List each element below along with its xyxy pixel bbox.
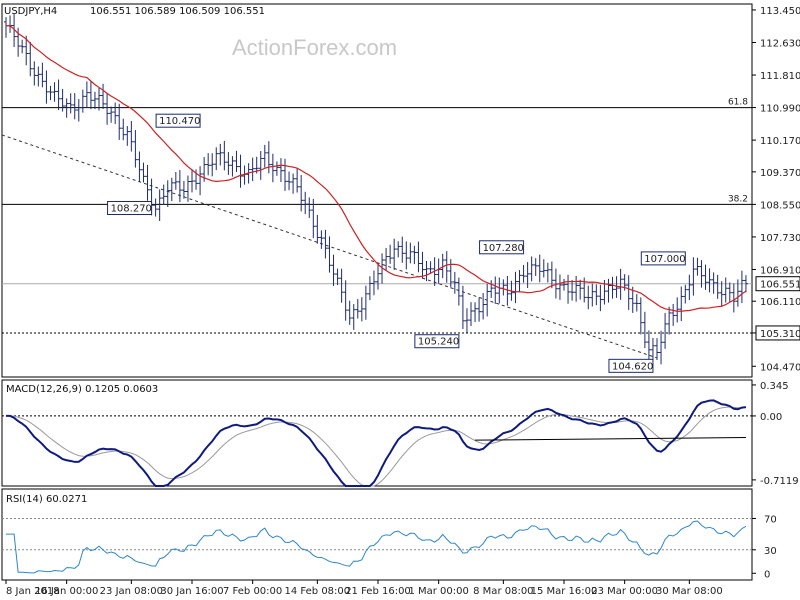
time-tick-label: 1 Mar 00:00 [408,586,468,597]
price-tick-label: 108.550 [760,200,800,211]
annotation-text-107.000: 107.000 [644,254,685,265]
rsi-title: RSI(14) 60.0271 [6,494,87,505]
macd-line [5,399,747,487]
falling-trendline [1,134,658,359]
time-tick-label: 23 Mar 00:00 [591,586,658,597]
rsi-tick-label: 70 [764,514,777,525]
price-tick-label: 111.810 [760,71,800,82]
annotation-text-110.470: 110.470 [159,116,200,127]
rsi-line [6,520,747,574]
candles-group [4,13,748,365]
current-price-box [755,276,800,292]
annotation-box-107.000 [640,251,686,266]
macd-support-line [475,436,746,441]
price-tick-label: 104.470 [760,362,800,373]
panel-frame-2 [1,379,753,487]
watermark-text: ActionForex.com [232,35,397,60]
annotation-text-107.280: 107.280 [483,243,524,254]
rsi-tick-label: 0 [764,569,770,580]
price-tick-label: 106.910 [760,265,800,276]
price-tick-label: 107.730 [760,233,800,244]
macd-tick-label: 0.00 [760,412,782,423]
annotation-text-105.240: 105.240 [418,337,459,348]
panel-frame-3 [1,488,753,581]
rsi-tick-label: 30 [764,546,777,557]
price-tick-label: 112.630 [760,38,800,49]
support-price-box [755,325,800,341]
panel-frame-1 [1,3,753,378]
time-tick-label: 16 Jan 00:00 [35,586,98,597]
macd-tick-label: 0.345 [760,381,789,392]
fib-label-61.8: 61.8 [728,98,748,108]
macd-tick-label: -0.7119 [760,476,799,487]
header-ohlc: 106.551 106.589 106.509 106.551 [90,6,265,17]
price-tick-label: 110.990 [760,104,800,115]
annotation-box-107.280 [479,240,525,255]
annotation-box-104.620 [608,358,654,373]
time-tick-label: 8 Mar 08:00 [473,586,533,597]
current-price-label: 106.551 [760,280,800,291]
fib-label-38.2: 38.2 [728,194,748,204]
moving-average-line [5,25,747,312]
time-tick-label: 8 Jan 2018 [6,586,60,597]
time-tick-label: 30 Jan 16:00 [160,586,223,597]
time-tick-label: 30 Mar 08:00 [656,586,723,597]
price-tick-label: 109.370 [760,168,800,179]
annotation-text-108.270: 108.270 [111,203,152,214]
header-instrument: USDJPY,H4 [4,6,57,17]
annotation-text-104.620: 104.620 [612,361,653,372]
time-tick-label: 23 Jan 08:00 [100,586,163,597]
price-tick-label: 106.110 [760,297,800,308]
chart-drawing-layer: 61.8 38.2 113.450 112.630 111.810 110.990 110.… [1,3,800,597]
annotation-box-105.240 [414,334,460,349]
support-price-label: 105.310 [760,329,800,340]
annotation-box-110.470 [155,113,201,128]
annotation-box-108.270 [107,200,153,215]
price-tick-label: 113.450 [760,6,800,17]
time-tick-label: 15 Mar 16:00 [531,586,598,597]
macd-signal-line [5,406,746,487]
macd-title: MACD(12,26,9) 0.1205 0.0603 [6,384,158,395]
time-tick-label: 21 Feb 16:00 [345,586,411,597]
time-tick-label: 14 Feb 08:00 [285,586,351,597]
time-tick-label: 7 Feb 00:00 [223,586,282,597]
price-tick-label: 110.170 [760,136,800,147]
